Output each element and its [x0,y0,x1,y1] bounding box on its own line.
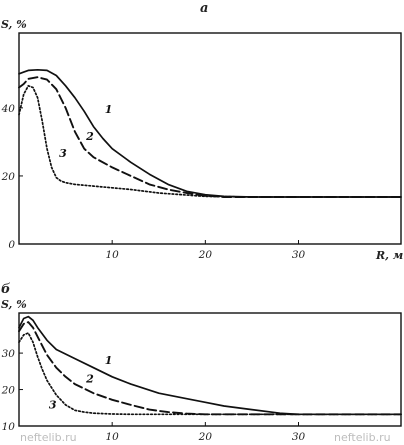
x-tick-label-b-1: 20 [198,431,213,443]
series-layer-a: 1 2 3 [18,68,402,198]
series-label-a-3: 3 [59,147,67,160]
x-tick-label-b-2: 30 [292,431,306,443]
panel-letter-b: б [1,282,11,297]
y-tick-label-a-2: 40 [1,103,16,115]
x-axis-label-a: R, м [375,249,403,262]
series-label-b-3: 3 [49,399,57,412]
series-line-a-2 [18,76,402,198]
watermark-right: neftelib.ru [334,431,391,444]
y-tick-label-b-2: 30 [2,348,16,360]
y-tick-label-a-1: 20 [1,171,16,183]
series-line-b-1 [18,315,402,416]
series-label-b-2: 2 [85,372,94,385]
series-line-a-3 [18,84,402,198]
y-tick-label-a-0: 0 [8,239,15,251]
x-tick-label-b-0: 10 [105,431,119,443]
series-label-a-2: 2 [85,130,94,143]
y-tick-label-b-1: 20 [1,385,16,397]
series-label-a-1: 1 [105,103,113,116]
x-tick-label-a-0: 10 [105,249,119,261]
plot-frame-b [18,312,402,427]
series-label-b-1: 1 [105,354,113,367]
watermark-left: neftelib.ru [20,431,77,444]
y-axis-label-b: S, % [1,298,27,311]
panel-letter-a: a [200,1,208,16]
chart-panel-b: б S, % 12 3 10 20 30 10 20 30 [1,282,402,443]
y-axis-label-a: S, % [1,18,27,31]
series-line-b-3 [18,332,402,416]
tick-layer-a: 10 20 30 0 20 40 [1,103,306,261]
tick-layer-b: 10 20 30 10 20 30 [1,348,306,443]
x-tick-label-a-1: 20 [198,249,213,261]
chart-panel-a: a S, % R, м 1 2 3 10 20 30 0 20 40 [1,1,404,262]
plot-frame-a [18,32,402,245]
series-line-b-2 [18,321,402,416]
y-tick-label-b-0: 10 [2,421,16,433]
x-tick-label-a-2: 30 [292,249,306,261]
series-layer-b: 12 3 [18,315,402,416]
